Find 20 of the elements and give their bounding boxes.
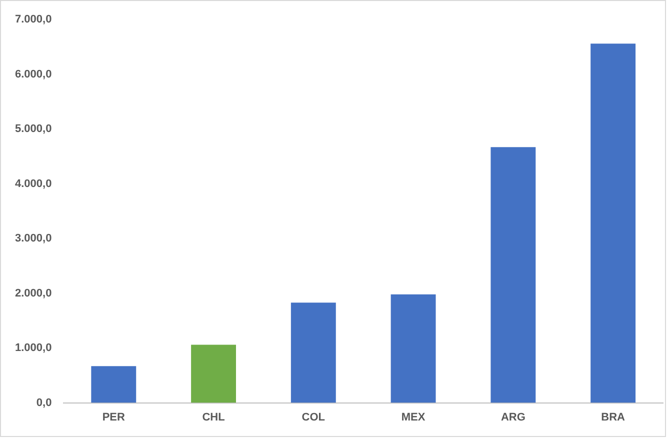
x-tick-label: BRA	[601, 411, 626, 424]
x-tick-label: ARG	[500, 411, 526, 424]
y-tick-label: 1.000,0	[15, 342, 52, 354]
y-tick-label: 5.000,0	[15, 123, 52, 136]
bar	[390, 294, 436, 403]
x-tick-label: PER	[102, 411, 126, 424]
y-tick-label: 3.000,0	[15, 232, 52, 245]
bar	[490, 147, 536, 403]
y-tick-label: 6.000,0	[15, 68, 52, 80]
x-tick-label: COL	[302, 411, 326, 424]
bar	[191, 344, 236, 403]
y-tick-label: 4.000,0	[15, 178, 52, 190]
y-tick-label: 0,0	[36, 396, 52, 409]
y-tick-label: 7.000,0	[15, 14, 52, 26]
bar	[290, 302, 336, 403]
bar	[91, 366, 136, 403]
bar	[590, 44, 636, 403]
y-tick-label: 2.000,0	[15, 287, 52, 300]
x-tick-label: CHL	[202, 411, 226, 424]
x-tick-label: MEX	[401, 411, 426, 424]
